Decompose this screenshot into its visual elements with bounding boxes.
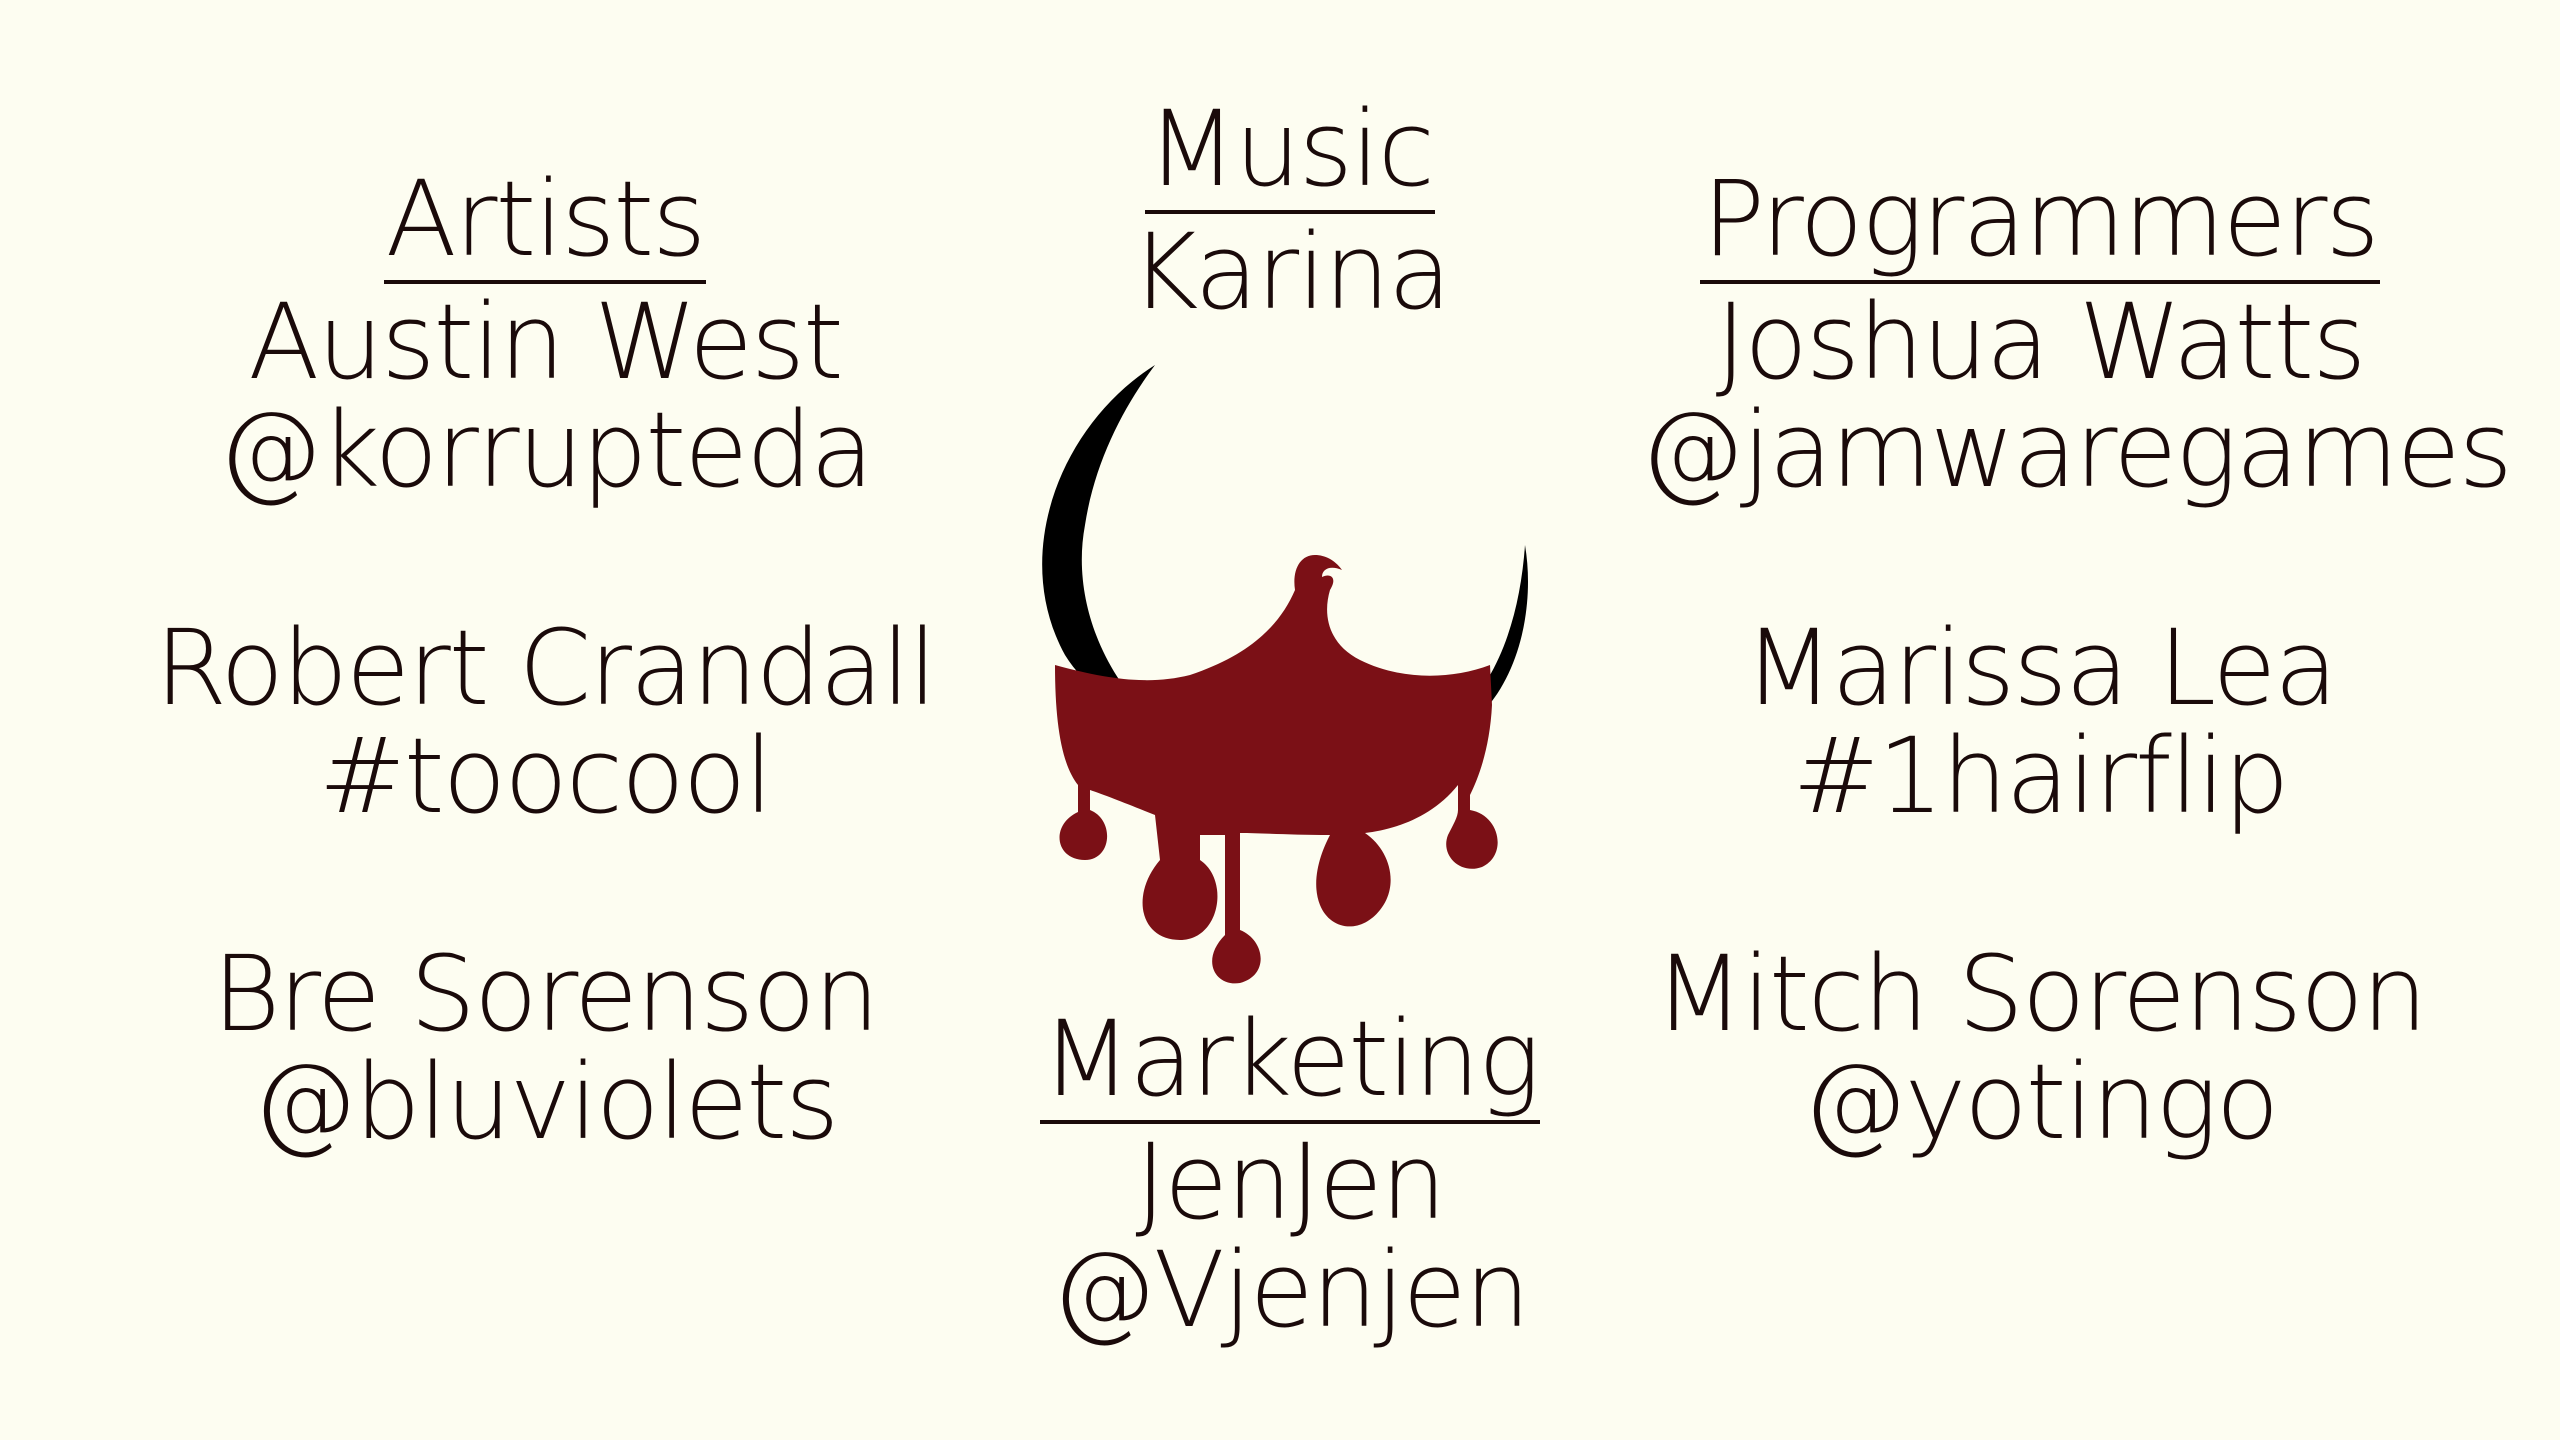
credit-entry-austin-west: Austin West @korrupteda <box>145 288 945 504</box>
credit-entry-joshua-watts: Joshua Watts @jamwaregames <box>1640 281 2513 512</box>
credit-entry-bre-sorenson: Bre Sorenson @bluviolets <box>145 940 945 1156</box>
credit-name: Bre Sorenson <box>212 933 879 1056</box>
credit-handle: @jamwaregames <box>1640 389 2513 512</box>
music-heading: Music <box>1145 94 1435 215</box>
credit-handle: #1hairflip <box>1792 715 2289 838</box>
credit-handle: @yotingo <box>1802 1041 2280 1164</box>
blood-moon-logo-icon <box>1042 365 1528 984</box>
artists-heading: Artists <box>383 164 707 285</box>
crescent-icon <box>1042 365 1160 725</box>
blood-drip-icon <box>1055 555 1498 984</box>
credit-name: Austin West <box>248 281 844 404</box>
credit-name: JenJen <box>1135 1121 1446 1244</box>
credit-entry-karina: Karina <box>1040 218 1540 326</box>
credit-name: Joshua Watts <box>1715 281 2367 404</box>
credit-entry-jenjen: JenJen @Vjenjen <box>980 1128 1600 1344</box>
credit-entry-mitch-sorenson: Mitch Sorenson @yotingo <box>1640 940 2440 1156</box>
credit-handle: #toocool <box>318 715 774 838</box>
programmers-heading: Programmers <box>1700 164 2380 285</box>
credit-name: Mitch Sorenson <box>1654 933 2427 1056</box>
credit-handle: @korrupteda <box>217 389 874 512</box>
credit-entry-robert-crandall: Robert Crandall #toocool <box>145 614 945 830</box>
credit-name: Karina <box>1130 211 1451 334</box>
programmers-section: Programmers Joshua Watts @jamwaregames M… <box>1640 164 2513 1156</box>
music-section: Music Karina <box>1040 94 1540 326</box>
marketing-section: Marketing JenJen @Vjenjen <box>980 1004 1600 1344</box>
credit-name: Marissa Lea <box>1743 607 2338 730</box>
credit-handle: @bluviolets <box>252 1041 840 1164</box>
artists-section: Artists Austin West @korrupteda Robert C… <box>145 164 945 1156</box>
crescent-tip-icon <box>1460 545 1528 715</box>
credit-entry-marissa-lea: Marissa Lea #1hairflip <box>1640 614 2440 830</box>
marketing-heading: Marketing <box>1039 1004 1541 1125</box>
credit-handle: @Vjenjen <box>1051 1229 1531 1352</box>
credit-name: Robert Crandall <box>154 607 937 730</box>
